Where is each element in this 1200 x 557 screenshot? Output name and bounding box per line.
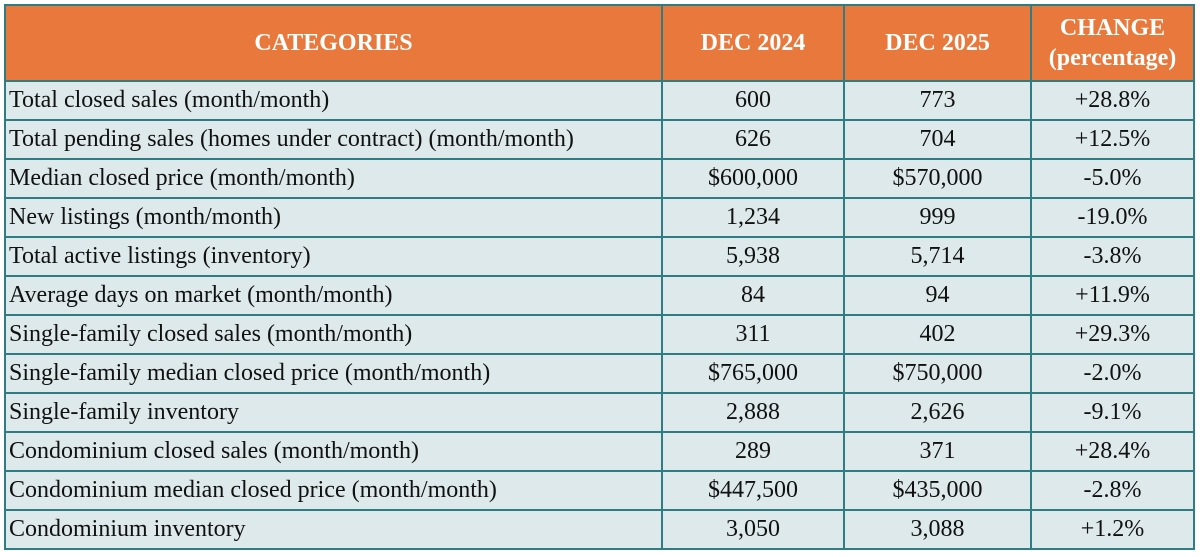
header-row: CATEGORIES DEC 2024 DEC 2025 CHANGE (percen… [4,4,1195,82]
category-cell: Total active listings (inventory) [4,236,663,277]
value-cell: -3.8% [1030,236,1195,277]
value-cell: 600 [661,80,845,121]
value-cell: 704 [843,119,1032,160]
category-cell: Single-family inventory [4,392,663,433]
table-row: Single-family inventory 2,888 2,626 -9.1% [4,392,1195,433]
value-cell: 5,714 [843,236,1032,277]
category-cell: Median closed price (month/month) [4,158,663,199]
table-body: Total closed sales (month/month) 600 773 +2… [4,80,1195,550]
category-cell: Single-family median closed price (month… [4,353,663,394]
value-cell: 5,938 [661,236,845,277]
data-table: CATEGORIES DEC 2024 DEC 2025 CHANGE (percen… [4,4,1195,550]
value-cell: 94 [843,275,1032,316]
header-cell: DEC 2025 [843,4,1032,82]
value-cell: 84 [661,275,845,316]
table-row: Average days on market (month/month) 84 94… [4,275,1195,316]
header-cell: CATEGORIES [4,4,663,82]
value-cell: 402 [843,314,1032,355]
table-row: Single-family median closed price (month… [4,353,1195,394]
value-cell: -9.1% [1030,392,1195,433]
table-row: Total active listings (inventory) 5,938 5,… [4,236,1195,277]
category-cell: New listings (month/month) [4,197,663,238]
value-cell: 3,088 [843,509,1032,550]
value-cell: 371 [843,431,1032,472]
value-cell: $600,000 [661,158,845,199]
value-cell: 2,888 [661,392,845,433]
value-cell: 1,234 [661,197,845,238]
table-row: Median closed price (month/month) $600,00… [4,158,1195,199]
value-cell: +29.3% [1030,314,1195,355]
category-cell: Condominium inventory [4,509,663,550]
category-cell: Total pending sales (homes under contrac… [4,119,663,160]
category-cell: Average days on market (month/month) [4,275,663,316]
category-cell: Single-family closed sales (month/month) [4,314,663,355]
value-cell: $447,500 [661,470,845,511]
category-cell: Total closed sales (month/month) [4,80,663,121]
value-cell: 311 [661,314,845,355]
value-cell: +12.5% [1030,119,1195,160]
value-cell: 999 [843,197,1032,238]
value-cell: $570,000 [843,158,1032,199]
value-cell: -2.0% [1030,353,1195,394]
category-cell: Condominium closed sales (month/month) [4,431,663,472]
header-cell: DEC 2024 [661,4,845,82]
value-cell: 773 [843,80,1032,121]
category-cell: Condominium median closed price (month/m… [4,470,663,511]
header-cell: CHANGE (percentage) [1030,4,1195,82]
value-cell: +28.8% [1030,80,1195,121]
value-cell: -19.0% [1030,197,1195,238]
value-cell: -2.8% [1030,470,1195,511]
value-cell: +11.9% [1030,275,1195,316]
value-cell: +28.4% [1030,431,1195,472]
table-row: Condominium closed sales (month/month) 28… [4,431,1195,472]
value-cell: 3,050 [661,509,845,550]
value-cell: $435,000 [843,470,1032,511]
table-row: New listings (month/month) 1,234 999 -19.0% [4,197,1195,238]
table-row: Total closed sales (month/month) 600 773 +2… [4,80,1195,121]
value-cell: +1.2% [1030,509,1195,550]
value-cell: $750,000 [843,353,1032,394]
value-cell: $765,000 [661,353,845,394]
table-row: Single-family closed sales (month/month)… [4,314,1195,355]
table-row: Total pending sales (homes under contrac… [4,119,1195,160]
value-cell: 289 [661,431,845,472]
table-head: CATEGORIES DEC 2024 DEC 2025 CHANGE (percen… [4,4,1195,82]
value-cell: 2,626 [843,392,1032,433]
table-row: Condominium median closed price (month/m… [4,470,1195,511]
value-cell: 626 [661,119,845,160]
value-cell: -5.0% [1030,158,1195,199]
table-row: Condominium inventory 3,050 3,088 +1.2% [4,509,1195,550]
